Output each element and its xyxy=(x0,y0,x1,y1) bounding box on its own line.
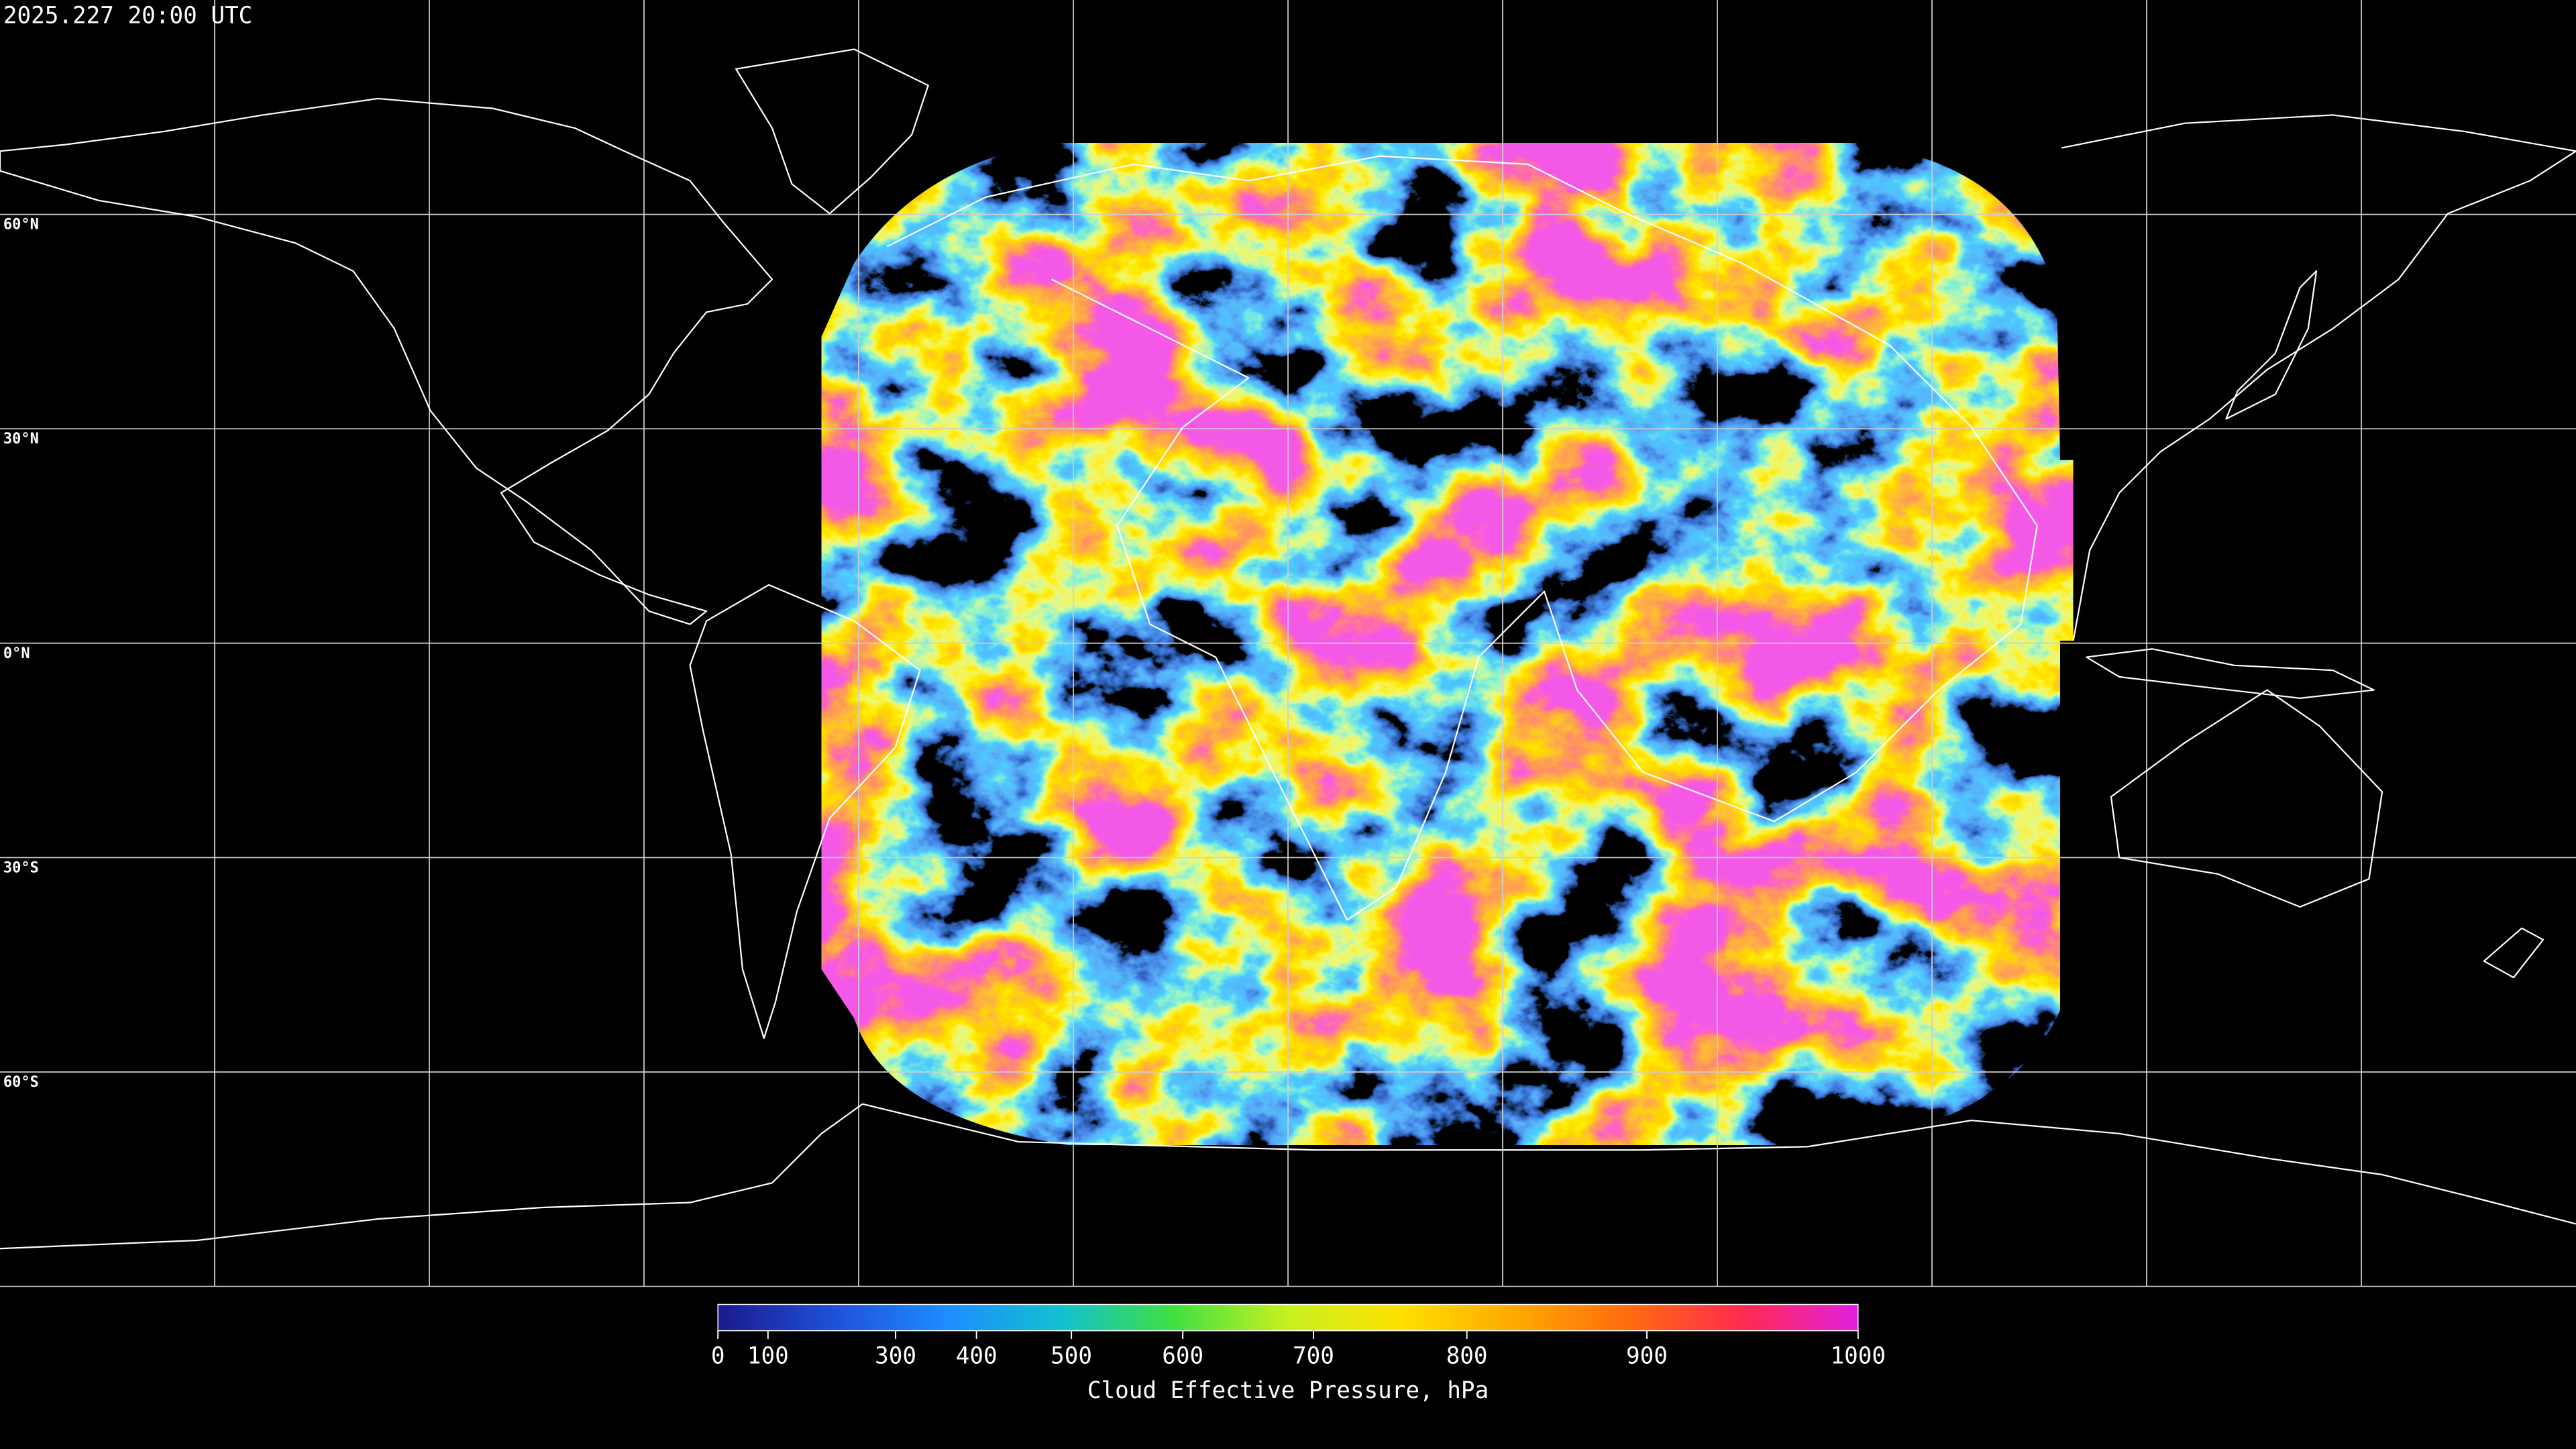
colorbar-tick-label: 0 xyxy=(711,1343,725,1370)
colorbar-tick-label: 100 xyxy=(747,1343,789,1370)
latitude-label: 30°N xyxy=(3,431,39,447)
coastlines xyxy=(0,48,2576,1250)
coast-indonesia xyxy=(2086,648,2375,699)
timestamp: 2025.227 20:00 UTC xyxy=(3,2,252,29)
colorbar-tick-label: 500 xyxy=(1051,1343,1092,1370)
colorbar-tick-label: 1000 xyxy=(1831,1343,1886,1370)
latitude-labels: 60°N 30°N 0°N 30°S 60°S xyxy=(3,217,39,1091)
satellite-image xyxy=(821,143,2074,1145)
coast-europe-africa xyxy=(886,155,2038,921)
coast-eurasia xyxy=(2061,114,2576,641)
latitude-label: 30°S xyxy=(3,859,39,876)
colorbar-tick-label: 700 xyxy=(1293,1343,1334,1370)
colorbar-title: Cloud Effective Pressure, hPa xyxy=(1087,1377,1489,1404)
latitude-label: 60°S xyxy=(3,1074,39,1091)
colorbar-tick-label: 300 xyxy=(875,1343,916,1370)
cloud-field xyxy=(821,143,2074,1145)
coast-australia xyxy=(2110,689,2383,908)
latitude-label: 0°N xyxy=(3,645,30,662)
coast-north-america xyxy=(0,97,773,625)
colorbar-tick-label: 900 xyxy=(1626,1343,1668,1370)
latitude-label: 60°N xyxy=(3,217,39,233)
coast-antarctica xyxy=(0,1103,2576,1250)
coast-japan xyxy=(2225,270,2318,420)
colorbar-tick-label: 400 xyxy=(956,1343,998,1370)
colorbar-tick-label: 800 xyxy=(1446,1343,1488,1370)
coast-new-zealand xyxy=(2483,927,2544,979)
graticule xyxy=(0,0,2576,1287)
coast-south-america xyxy=(689,584,921,1039)
coast-greenland xyxy=(735,48,929,215)
colorbar-ramp xyxy=(717,1303,1859,1332)
colorbar-tick-label: 600 xyxy=(1162,1343,1203,1370)
colorbar: Cloud Effective Pressure, hPa 0 100 300 400… xyxy=(711,1303,1886,1404)
